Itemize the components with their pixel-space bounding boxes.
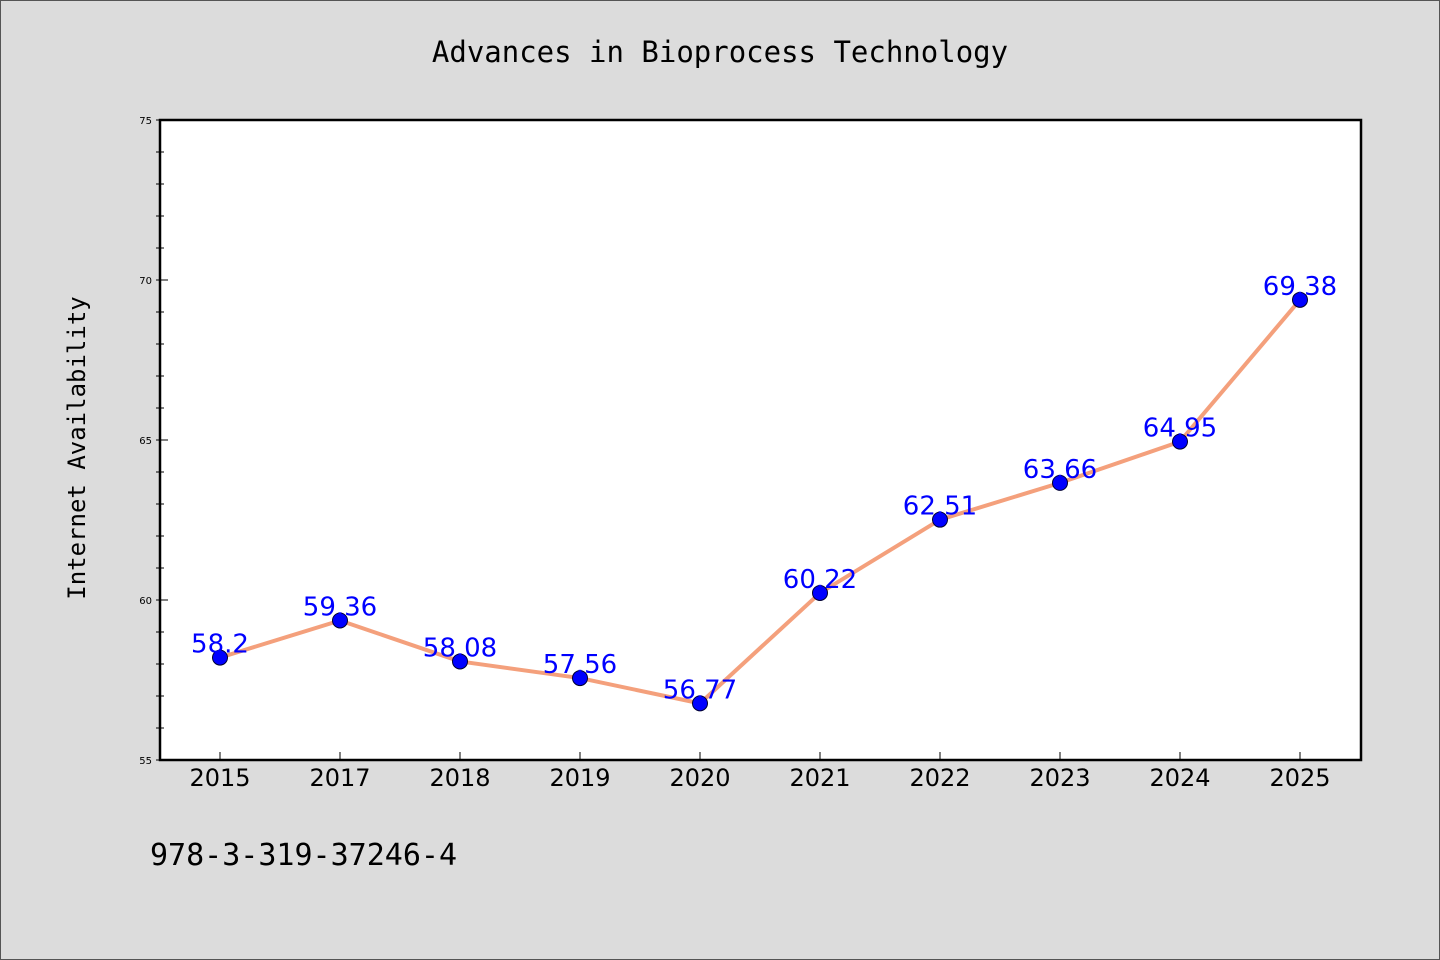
plot-area (160, 120, 1361, 760)
data-label: 60.22 (783, 565, 857, 595)
data-label: 56.77 (663, 675, 737, 705)
x-tick-label: 2020 (669, 764, 730, 792)
chart-title: Advances in Bioprocess Technology (432, 35, 1008, 69)
x-axis: 2015 2017 2018 2019 2020 2021 2022 2023 2024 2025 (189, 752, 1331, 792)
x-tick-label: 2019 (549, 764, 610, 792)
data-point (332, 612, 348, 629)
data-point (452, 653, 468, 670)
y-axis-label: Internet Availability (63, 296, 91, 599)
data-point (932, 511, 948, 528)
data-label: 58.08 (423, 633, 497, 663)
data-point (1172, 433, 1188, 450)
plot-border (158, 118, 1363, 762)
x-tick-label: 2021 (789, 764, 850, 792)
x-tick-label: 2023 (1029, 764, 1090, 792)
data-point (1292, 291, 1308, 308)
data-point (812, 584, 828, 601)
data-label: 58.2 (191, 630, 249, 660)
data-label: 69.38 (1263, 272, 1337, 302)
data-label: 63.66 (1023, 455, 1097, 485)
series-line (218, 297, 1302, 706)
y-tick-label: 55 (139, 756, 152, 767)
x-tick-label: 2025 (1269, 764, 1330, 792)
data-label: 62.51 (903, 492, 977, 522)
data-point (572, 670, 588, 687)
y-tick-label: 60 (139, 596, 152, 607)
x-tick-label: 2015 (189, 764, 250, 792)
data-point (1052, 474, 1068, 491)
y-tick-label: 70 (139, 276, 152, 287)
y-tick-label: 75 (139, 116, 152, 127)
data-label: 59.36 (303, 592, 377, 622)
y-tick-label: 65 (139, 436, 152, 447)
data-label: 64.95 (1143, 414, 1217, 444)
x-tick-label: 2022 (909, 764, 970, 792)
data-point (212, 649, 228, 666)
x-tick-label: 2024 (1149, 764, 1210, 792)
y-axis: 55 60 65 70 75 (139, 116, 168, 767)
data-point (692, 695, 708, 712)
data-labels: 58.2 59.36 58.08 57.56 56.77 60.22 62.51 63.66 6… (191, 272, 1337, 706)
data-label: 57.56 (543, 650, 617, 680)
footer-isbn: 978-3-319-37246-4 (150, 838, 457, 873)
x-tick-label: 2018 (429, 764, 490, 792)
data-markers (212, 291, 1308, 712)
x-tick-label: 2017 (309, 764, 370, 792)
